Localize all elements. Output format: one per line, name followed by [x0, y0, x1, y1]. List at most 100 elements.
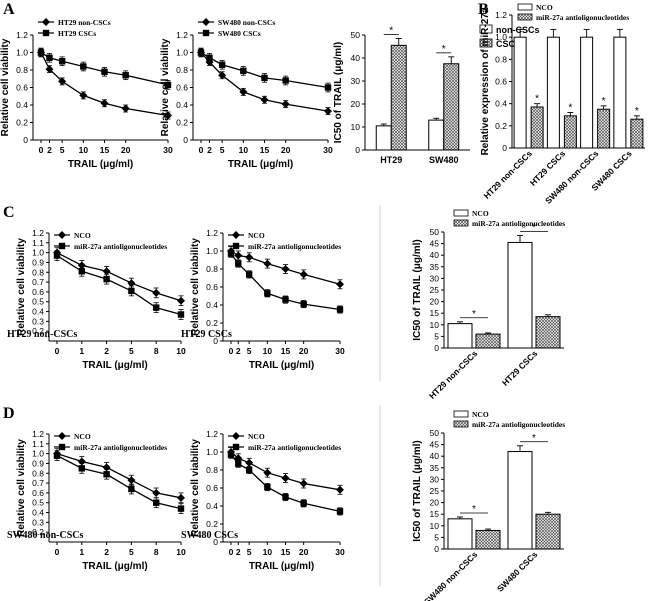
legend-label: NCO	[74, 231, 91, 240]
x-tick-label: 8	[154, 346, 159, 356]
y-tick-label: 1.0	[206, 447, 218, 457]
legend-label: NCO	[536, 3, 553, 12]
legend-swatch	[453, 209, 469, 217]
legend-swatch	[453, 420, 469, 428]
chart-b: 00.20.40.60.81.01.2*HT29 non-CSCs*HT29 C…	[480, 3, 645, 206]
x-axis-title: TRAIL (μg/ml)	[82, 561, 147, 572]
y-axis-title: Relative cell viability	[190, 439, 201, 537]
y-tick-label: 1.0	[32, 248, 44, 258]
y-tick-label: 5	[434, 331, 439, 341]
y-tick-label: 1.2	[32, 228, 44, 238]
data-point	[46, 54, 53, 61]
data-point	[299, 479, 308, 488]
y-tick-label: 0.6	[206, 282, 218, 292]
legend-label: HT29 CSCs	[58, 29, 96, 38]
chart-a3: 0 10 20 30 40 50 * HT29 * SW480 IC50 of TRAIL (μg/…	[333, 24, 540, 165]
x-tick-label: 5	[247, 346, 252, 356]
data-point	[264, 483, 271, 491]
y-tick-label: 0	[23, 135, 28, 145]
y-axis-title: Relative cell viability	[16, 238, 27, 336]
y-tick-label: 30	[351, 76, 361, 86]
x-tick-label: 0	[229, 547, 234, 557]
data-point	[336, 508, 344, 515]
x-tick-label: 10	[176, 547, 186, 557]
bar	[475, 529, 501, 550]
x-axis-title: TRAIL (μg/ml)	[228, 159, 293, 170]
y-tick-label: 1.0	[32, 449, 44, 459]
x-tick-label: 5	[220, 145, 225, 155]
y-tick-label: 1.2	[206, 429, 218, 439]
panel-letter-c: C	[3, 204, 15, 221]
x-tick-label: 10	[239, 145, 249, 155]
data-point	[206, 54, 213, 61]
data-point	[127, 279, 136, 288]
y-axis-title: Relative expression of miR-27a	[480, 7, 491, 155]
data-point	[122, 72, 129, 79]
y-tick-label: 50	[351, 30, 361, 40]
y-tick-label: 1.0	[176, 48, 188, 58]
x-tick-label: 10	[79, 145, 89, 155]
y-tick-label: 1.0	[495, 32, 507, 42]
legend-label: miR-27a antioligonucleotides	[536, 13, 629, 22]
legend-label: NCO	[248, 231, 265, 240]
series-line	[56, 252, 182, 302]
y-tick-label: 10	[351, 122, 361, 132]
legend-marker	[232, 242, 240, 250]
bar	[546, 36, 560, 149]
bar	[597, 108, 611, 149]
data-point	[128, 287, 135, 295]
y-tick-label: 0.4	[176, 100, 188, 110]
data-point	[300, 500, 307, 507]
legend-marker	[42, 18, 50, 26]
legend-marker	[58, 231, 66, 239]
x-tick-label: 2	[207, 145, 212, 155]
y-tick-label: 0.2	[206, 519, 218, 529]
significance-star: *	[472, 504, 476, 515]
legend-swatch	[517, 13, 533, 21]
y-tick-label: 1.0	[206, 246, 218, 256]
data-point	[281, 474, 290, 483]
legend-marker	[58, 432, 66, 440]
data-point	[281, 265, 290, 273]
significance-star: *	[568, 103, 572, 114]
category-label: HT29	[380, 155, 402, 165]
legend-marker	[58, 443, 66, 451]
y-tick-label: 20	[430, 498, 440, 508]
y-tick-label: 40	[351, 53, 361, 63]
bar	[613, 36, 627, 149]
x-tick-label: 15	[281, 547, 291, 557]
x-tick-label: 1	[79, 547, 84, 557]
data-point	[153, 304, 160, 311]
y-tick-label: 20	[430, 297, 440, 307]
data-point	[245, 458, 254, 467]
data-point	[234, 251, 243, 260]
significance-star: *	[442, 44, 446, 55]
data-point	[245, 271, 253, 278]
y-tick-label: 0.3	[32, 316, 44, 326]
y-tick-label: 1.2	[176, 30, 188, 40]
data-point	[300, 300, 307, 308]
data-point	[177, 493, 185, 502]
data-point	[152, 288, 161, 297]
y-tick-label: 30	[430, 273, 440, 283]
y-axis-title: IC50 of TRAIL (μg/ml)	[333, 42, 344, 144]
y-tick-label: 20	[351, 99, 361, 109]
data-point	[53, 452, 61, 459]
x-tick-label: 2	[236, 346, 241, 356]
category-label: HT29 non-CSCs	[427, 348, 480, 401]
legend-swatch	[479, 24, 493, 34]
x-tick-label: 1	[79, 346, 84, 356]
x-tick-label: 20	[121, 145, 131, 155]
y-tick-label: 0.8	[495, 54, 507, 64]
x-tick-label: 30	[335, 547, 345, 557]
data-point	[58, 58, 66, 65]
x-axis-title: TRAIL (μg/ml)	[249, 360, 314, 371]
y-tick-label: 15	[430, 509, 440, 519]
series-line	[56, 455, 182, 510]
y-tick-label: 1.2	[16, 30, 28, 40]
y-tick-label: 0.2	[32, 326, 44, 336]
y-tick-label: 0.6	[495, 77, 507, 87]
category-label: HT29 CSCs	[500, 348, 540, 388]
